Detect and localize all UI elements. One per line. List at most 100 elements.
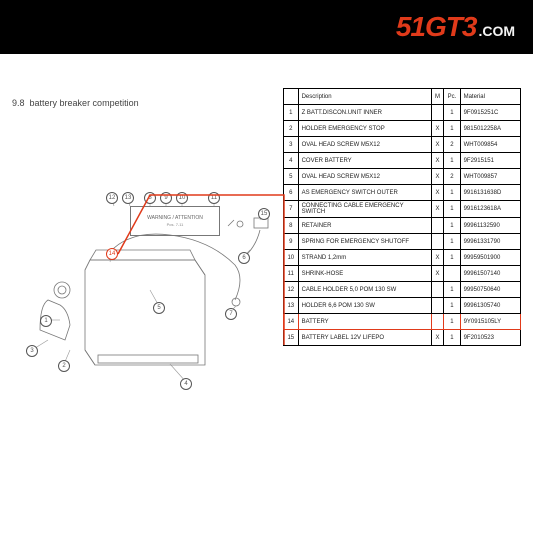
table-row: 6AS EMERGENCY SWITCH OUTERX19916131638D — [284, 185, 521, 201]
cell: 99959501900 — [460, 250, 520, 266]
cell: 9F0915251C — [460, 105, 520, 121]
table-row: 14BATTERY19Y0915105LY — [284, 314, 521, 330]
table-row: 2HOLDER EMERGENCY STOPX19815012258A — [284, 121, 521, 137]
cell: X — [431, 250, 443, 266]
cell: 9 — [284, 234, 299, 250]
cell: 99961132590 — [460, 218, 520, 234]
cell: CONNECTING CABLE EMERGENCY SWITCH — [298, 201, 431, 218]
callout-number: 11 — [208, 192, 220, 204]
table-row: 15BATTERY LABEL 12V LIFEPOX19F2010523 — [284, 330, 521, 346]
table-row: 11SHRINK-HOSEX 99961507140 — [284, 266, 521, 282]
cell: 9916123618A — [460, 201, 520, 218]
cell: 2 — [284, 121, 299, 137]
diagram-area: WARNING / ATTENTION Pos. 7-11 — [10, 130, 280, 400]
cell: 1 — [444, 121, 460, 137]
table-row: 3OVAL HEAD SCREW M5X12X2WHT009854 — [284, 137, 521, 153]
cell: 6 — [284, 185, 299, 201]
col-mat-header: Material — [460, 89, 520, 105]
table-row: 9SPRING FOR EMERGENCY SHUTOFF19996133179… — [284, 234, 521, 250]
cell: 1 — [444, 218, 460, 234]
callout-number: 5 — [153, 302, 165, 314]
col-m-header: M — [431, 89, 443, 105]
cell: SHRINK-HOSE — [298, 266, 431, 282]
cell — [444, 266, 460, 282]
cell: 3 — [284, 137, 299, 153]
cell: 99961507140 — [460, 266, 520, 282]
cell: 9916131638D — [460, 185, 520, 201]
top-bar: 51GT3.COM — [0, 0, 533, 54]
brand-red: 51GT3 — [396, 11, 477, 42]
cell: BATTERY — [298, 314, 431, 330]
cell: 1 — [444, 250, 460, 266]
cell: CABLE HOLDER 5,0 POM 130 SW — [298, 282, 431, 298]
col-pc-header: Pc. — [444, 89, 460, 105]
cell: 1 — [444, 314, 460, 330]
table-row: 5OVAL HEAD SCREW M5X12X2WHT009857 — [284, 169, 521, 185]
cell: AS EMERGENCY SWITCH OUTER — [298, 185, 431, 201]
table-row: 13HOLDER 6,6 POM 130 SW199961305740 — [284, 298, 521, 314]
cell — [431, 218, 443, 234]
callout-number: 15 — [258, 208, 270, 220]
cell: X — [431, 137, 443, 153]
cell: 1 — [444, 185, 460, 201]
cell: 1 — [444, 105, 460, 121]
table-row: 8RETAINER199961132590 — [284, 218, 521, 234]
cell: 9Y0915105LY — [460, 314, 520, 330]
cell: 1 — [444, 201, 460, 218]
table-row: 12CABLE HOLDER 5,0 POM 130 SW 19995075064… — [284, 282, 521, 298]
table-row: 1Z BATT.DISCON.UNIT INNER19F0915251C — [284, 105, 521, 121]
callout-number: 3 — [26, 345, 38, 357]
callout-number: 7 — [225, 308, 237, 320]
table-row: 10STRAND 1,2mmX199959501900 — [284, 250, 521, 266]
callout-number: 14 — [106, 248, 118, 260]
parts-table: Description M Pc. Material 1Z BATT.DISCO… — [283, 88, 521, 346]
callout-number: 8 — [144, 192, 156, 204]
cell: X — [431, 266, 443, 282]
cell: 99961331790 — [460, 234, 520, 250]
table-row: 7CONNECTING CABLE EMERGENCY SWITCHX19916… — [284, 201, 521, 218]
table-row: 4COVER BATTERYX19F2915151 — [284, 153, 521, 169]
callout-number: 4 — [180, 378, 192, 390]
battery-sketch — [10, 130, 280, 400]
cell: X — [431, 330, 443, 346]
col-num-header — [284, 89, 299, 105]
cell: 9F2010523 — [460, 330, 520, 346]
cell: 9815012258A — [460, 121, 520, 137]
cell: 15 — [284, 330, 299, 346]
cell: WHT009857 — [460, 169, 520, 185]
callout-number: 10 — [176, 192, 188, 204]
cell: HOLDER 6,6 POM 130 SW — [298, 298, 431, 314]
cell: COVER BATTERY — [298, 153, 431, 169]
cell: BATTERY LABEL 12V LIFEPO — [298, 330, 431, 346]
section-title: 9.8 battery breaker competition — [12, 98, 139, 108]
cell: 1 — [444, 282, 460, 298]
cell — [431, 314, 443, 330]
cell: 1 — [284, 105, 299, 121]
cell: 12 — [284, 282, 299, 298]
section-name: battery breaker competition — [30, 98, 139, 108]
cell: 9F2915151 — [460, 153, 520, 169]
cell: X — [431, 201, 443, 218]
cell: SPRING FOR EMERGENCY SHUTOFF — [298, 234, 431, 250]
cell — [431, 282, 443, 298]
cell: 8 — [284, 218, 299, 234]
cell: 2 — [444, 137, 460, 153]
brand-logo: 51GT3.COM — [396, 11, 515, 43]
cell: X — [431, 121, 443, 137]
callout-number: 13 — [122, 192, 134, 204]
cell: 99950750640 — [460, 282, 520, 298]
cell: 11 — [284, 266, 299, 282]
cell: 4 — [284, 153, 299, 169]
cell: 1 — [444, 153, 460, 169]
callout-number: 1 — [40, 315, 52, 327]
cell: WHT009854 — [460, 137, 520, 153]
cell: HOLDER EMERGENCY STOP — [298, 121, 431, 137]
cell: X — [431, 153, 443, 169]
cell — [431, 105, 443, 121]
cell: 13 — [284, 298, 299, 314]
cell: 1 — [444, 330, 460, 346]
cell: 99961305740 — [460, 298, 520, 314]
callout-number: 6 — [238, 252, 250, 264]
cell: Z BATT.DISCON.UNIT INNER — [298, 105, 431, 121]
cell: 10 — [284, 250, 299, 266]
